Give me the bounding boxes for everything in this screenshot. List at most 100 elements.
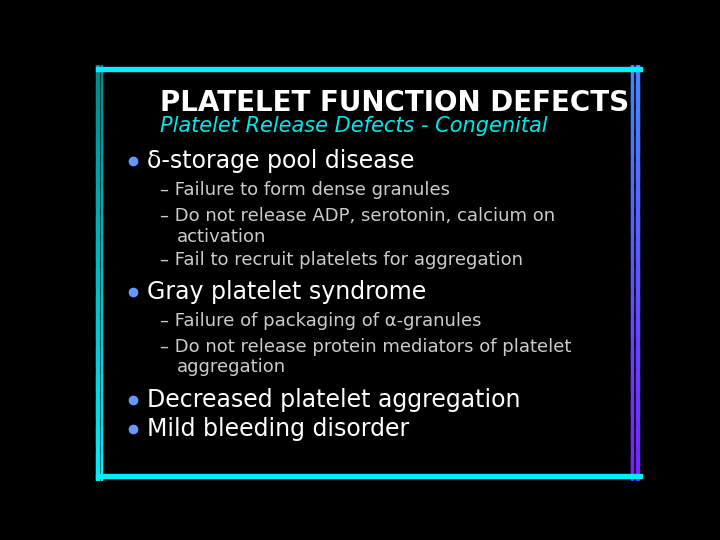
Bar: [631, 189, 632, 192]
Bar: [636, 153, 639, 156]
Bar: [636, 471, 639, 474]
Bar: [631, 397, 632, 400]
Bar: [96, 274, 99, 277]
Bar: [636, 253, 639, 256]
Bar: [96, 307, 99, 310]
Bar: [631, 79, 632, 82]
Bar: [631, 303, 632, 306]
Bar: [636, 384, 639, 387]
Bar: [631, 432, 632, 435]
Bar: [631, 467, 632, 470]
Bar: [96, 91, 99, 94]
Bar: [96, 345, 99, 348]
Bar: [636, 467, 639, 470]
Bar: [631, 322, 632, 325]
Bar: [631, 474, 632, 476]
Bar: [636, 201, 639, 204]
Bar: [631, 245, 632, 248]
Bar: [96, 178, 99, 181]
Bar: [96, 285, 99, 287]
Bar: [636, 228, 639, 231]
Bar: [631, 301, 632, 304]
Bar: [96, 118, 99, 121]
Bar: [101, 476, 102, 478]
Bar: [96, 471, 99, 474]
Bar: [636, 160, 639, 163]
Bar: [631, 237, 632, 239]
Bar: [96, 245, 99, 248]
Bar: [101, 395, 102, 397]
Bar: [631, 368, 632, 370]
Bar: [636, 299, 639, 302]
Bar: [96, 145, 99, 148]
Bar: [631, 272, 632, 275]
Bar: [636, 336, 639, 339]
Bar: [101, 430, 102, 433]
Bar: [636, 305, 639, 308]
Bar: [636, 224, 639, 227]
Bar: [631, 99, 632, 102]
Bar: [631, 259, 632, 262]
Bar: [96, 162, 99, 165]
Bar: [96, 133, 99, 136]
Bar: [96, 465, 99, 468]
Bar: [96, 370, 99, 373]
Bar: [636, 112, 639, 114]
Bar: [631, 459, 632, 462]
Bar: [101, 270, 102, 273]
Bar: [96, 255, 99, 258]
Bar: [96, 288, 99, 292]
Bar: [636, 210, 639, 212]
Bar: [636, 222, 639, 225]
Bar: [631, 307, 632, 310]
Bar: [631, 336, 632, 339]
Bar: [101, 137, 102, 140]
Bar: [631, 420, 632, 422]
Bar: [101, 303, 102, 306]
Text: – Fail to recruit platelets for aggregation: – Fail to recruit platelets for aggregat…: [160, 251, 523, 268]
Bar: [636, 447, 639, 449]
Bar: [636, 376, 639, 379]
Bar: [631, 417, 632, 420]
Bar: [96, 438, 99, 441]
Bar: [101, 199, 102, 202]
Bar: [636, 374, 639, 377]
Bar: [636, 280, 639, 283]
Bar: [636, 212, 639, 214]
Bar: [631, 168, 632, 171]
Bar: [631, 320, 632, 322]
Text: – Failure of packaging of α-granules: – Failure of packaging of α-granules: [160, 312, 481, 330]
Bar: [631, 176, 632, 179]
Bar: [636, 232, 639, 235]
Bar: [631, 102, 632, 104]
Bar: [631, 118, 632, 121]
Bar: [101, 134, 102, 138]
Bar: [636, 426, 639, 429]
Bar: [101, 407, 102, 410]
Bar: [101, 91, 102, 94]
Bar: [631, 143, 632, 146]
Bar: [631, 261, 632, 265]
Bar: [636, 131, 639, 133]
Bar: [636, 93, 639, 96]
Bar: [636, 342, 639, 346]
Bar: [101, 403, 102, 406]
Bar: [631, 386, 632, 389]
Bar: [101, 434, 102, 437]
Bar: [101, 264, 102, 266]
Bar: [631, 77, 632, 79]
Bar: [96, 201, 99, 204]
Bar: [101, 315, 102, 319]
Bar: [101, 87, 102, 90]
Bar: [101, 164, 102, 167]
Bar: [96, 120, 99, 123]
Bar: [96, 378, 99, 381]
Bar: [636, 189, 639, 192]
Bar: [636, 195, 639, 198]
Bar: [101, 372, 102, 375]
Bar: [101, 261, 102, 265]
Bar: [631, 315, 632, 319]
Bar: [96, 457, 99, 460]
Bar: [631, 145, 632, 148]
Bar: [631, 442, 632, 446]
